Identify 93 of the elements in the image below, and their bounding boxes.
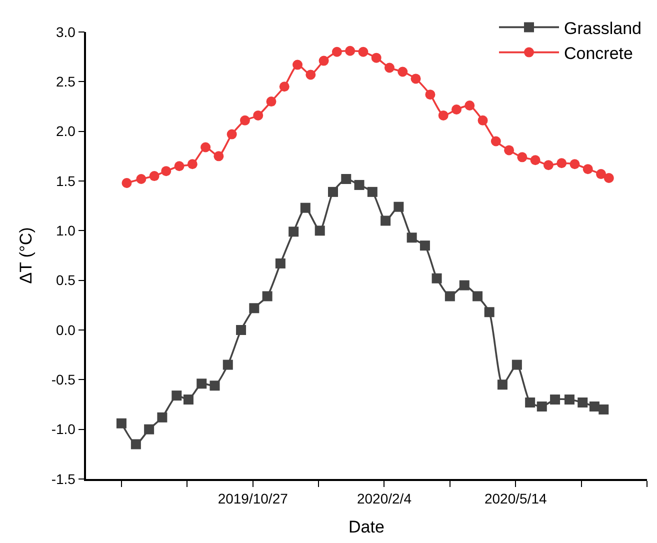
point	[275, 258, 286, 268]
point	[288, 226, 299, 237]
point	[596, 169, 606, 180]
point	[210, 380, 220, 391]
point	[196, 378, 207, 389]
point	[236, 325, 246, 335]
point	[444, 291, 455, 302]
point	[318, 56, 329, 66]
point	[345, 46, 356, 56]
point	[536, 401, 547, 412]
y-tick-label: -0.5	[51, 372, 76, 388]
y-axis-title: ΔT (°C)	[16, 227, 36, 284]
y-tick-label: 1.0	[56, 222, 76, 239]
point	[484, 307, 494, 318]
point	[459, 280, 470, 290]
point	[371, 52, 382, 63]
point	[136, 174, 146, 184]
point	[306, 70, 316, 80]
x-axis-title: Date	[348, 517, 384, 536]
point	[394, 202, 404, 212]
point	[517, 152, 528, 162]
point	[543, 160, 554, 170]
point	[472, 291, 483, 302]
point	[478, 115, 488, 126]
point	[266, 96, 276, 107]
y-tick-label: 3.0	[56, 24, 76, 40]
point	[384, 62, 394, 73]
point	[380, 216, 391, 226]
point	[314, 226, 325, 236]
point	[214, 151, 224, 162]
x-tick-label: 2020/2/4	[356, 490, 412, 507]
legend-label: Grassland	[564, 18, 642, 38]
y-tick-label: 0.5	[56, 272, 76, 288]
point	[589, 401, 600, 412]
point	[420, 240, 430, 251]
y-tick-label: 0.0	[56, 322, 76, 338]
y-tick-label: 2.5	[56, 74, 76, 90]
point	[122, 178, 132, 188]
point	[452, 104, 462, 114]
legend-label: Concrete	[564, 44, 633, 63]
point	[406, 232, 417, 243]
point	[550, 394, 560, 405]
point	[161, 166, 172, 176]
point	[578, 398, 588, 408]
point	[157, 412, 168, 422]
point	[530, 155, 540, 166]
point	[410, 74, 421, 84]
point	[172, 390, 182, 401]
point	[504, 145, 514, 156]
point	[512, 360, 522, 370]
y-tick-label: 1.5	[56, 172, 76, 189]
point	[525, 398, 536, 408]
point	[144, 424, 154, 434]
point	[358, 46, 368, 57]
point	[398, 66, 408, 77]
point	[425, 90, 436, 100]
point	[564, 394, 574, 405]
point	[438, 110, 448, 120]
point	[262, 291, 272, 302]
point	[116, 418, 126, 428]
point	[582, 164, 593, 174]
point	[464, 100, 475, 111]
point	[604, 173, 614, 184]
point	[328, 186, 338, 197]
point	[222, 360, 233, 370]
point	[183, 394, 194, 405]
point	[279, 82, 290, 92]
point	[570, 159, 580, 170]
point	[149, 171, 160, 182]
y-tick-label: -1.0	[51, 421, 76, 438]
point	[556, 158, 567, 168]
point	[367, 186, 378, 197]
point	[130, 439, 141, 450]
point	[249, 303, 260, 314]
point	[497, 380, 508, 390]
point	[240, 115, 250, 126]
point	[490, 136, 501, 146]
point	[253, 110, 264, 120]
point	[292, 60, 303, 70]
x-tick-label: 2019/10/27	[218, 490, 288, 507]
x-tick-label: 2020/5/14	[484, 490, 547, 507]
point	[187, 159, 198, 170]
y-tick-label: -1.5	[51, 470, 76, 487]
point	[174, 161, 184, 172]
point	[341, 174, 352, 184]
point	[432, 273, 442, 284]
point	[300, 202, 310, 213]
point	[332, 46, 342, 57]
y-tick-label: 2.0	[56, 123, 76, 140]
point	[226, 129, 237, 140]
point	[200, 142, 211, 152]
point	[354, 180, 364, 190]
point	[598, 404, 609, 414]
